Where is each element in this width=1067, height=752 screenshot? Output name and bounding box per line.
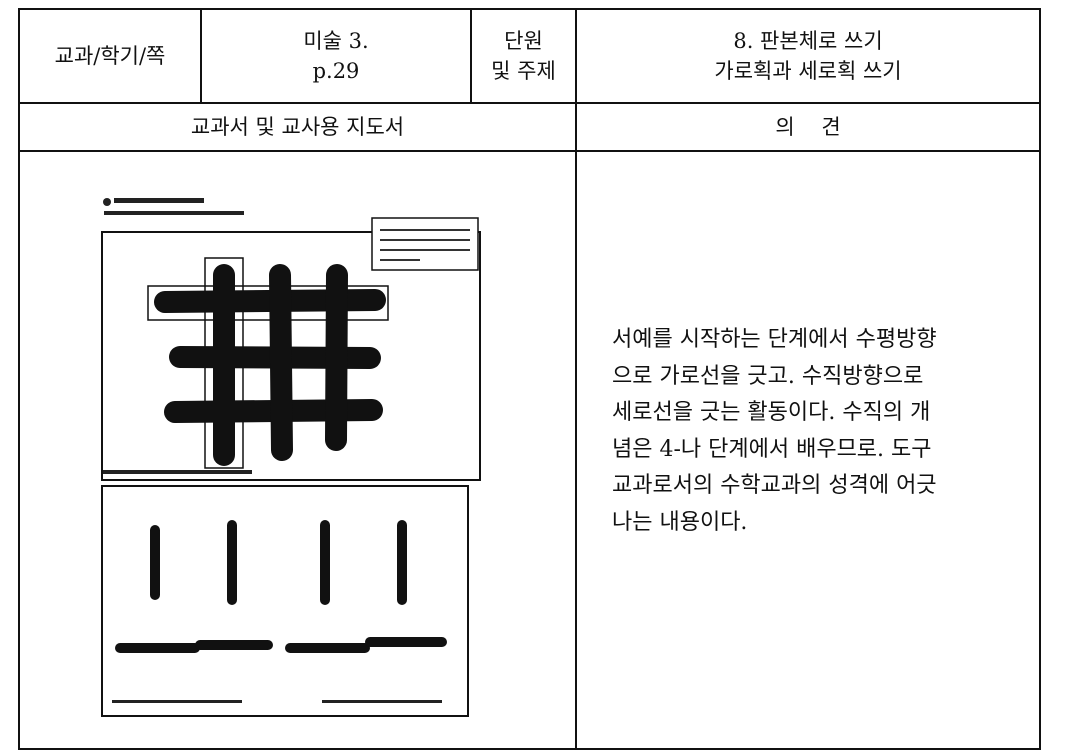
opinion-line: 으로 가로선을 긋고. 수직방향으로 bbox=[612, 363, 924, 389]
subject-label: 교과/학기/쪽 bbox=[54, 43, 166, 68]
topic: 가로획과 세로획 쓰기 bbox=[714, 59, 902, 83]
page: p.29 bbox=[312, 59, 360, 83]
opinion-line: 서예를 시작하는 단계에서 수평방향 bbox=[612, 327, 937, 352]
opinion-line: 념은 4-나 단계에서 배우므로. 도구 bbox=[612, 436, 932, 462]
opinion-cell bbox=[575, 150, 1041, 750]
opinion-line: 나는 내용이다. bbox=[612, 509, 748, 535]
section-title: 의 견 bbox=[775, 114, 841, 139]
unit: 8. 판본체로 쓰기 bbox=[733, 28, 883, 53]
opinion-line: 교과로서의 수학교과의 성격에 어긋 bbox=[612, 473, 937, 498]
opinion-line: 세로선을 긋는 활동이다. 수직의 개 bbox=[612, 400, 931, 425]
section-title: 교과서 및 교사용 지도서 bbox=[190, 114, 405, 139]
unit-label: 단원 bbox=[504, 28, 543, 53]
book: 미술 3. bbox=[303, 28, 369, 53]
unit-label: 및 주제 bbox=[491, 59, 556, 83]
